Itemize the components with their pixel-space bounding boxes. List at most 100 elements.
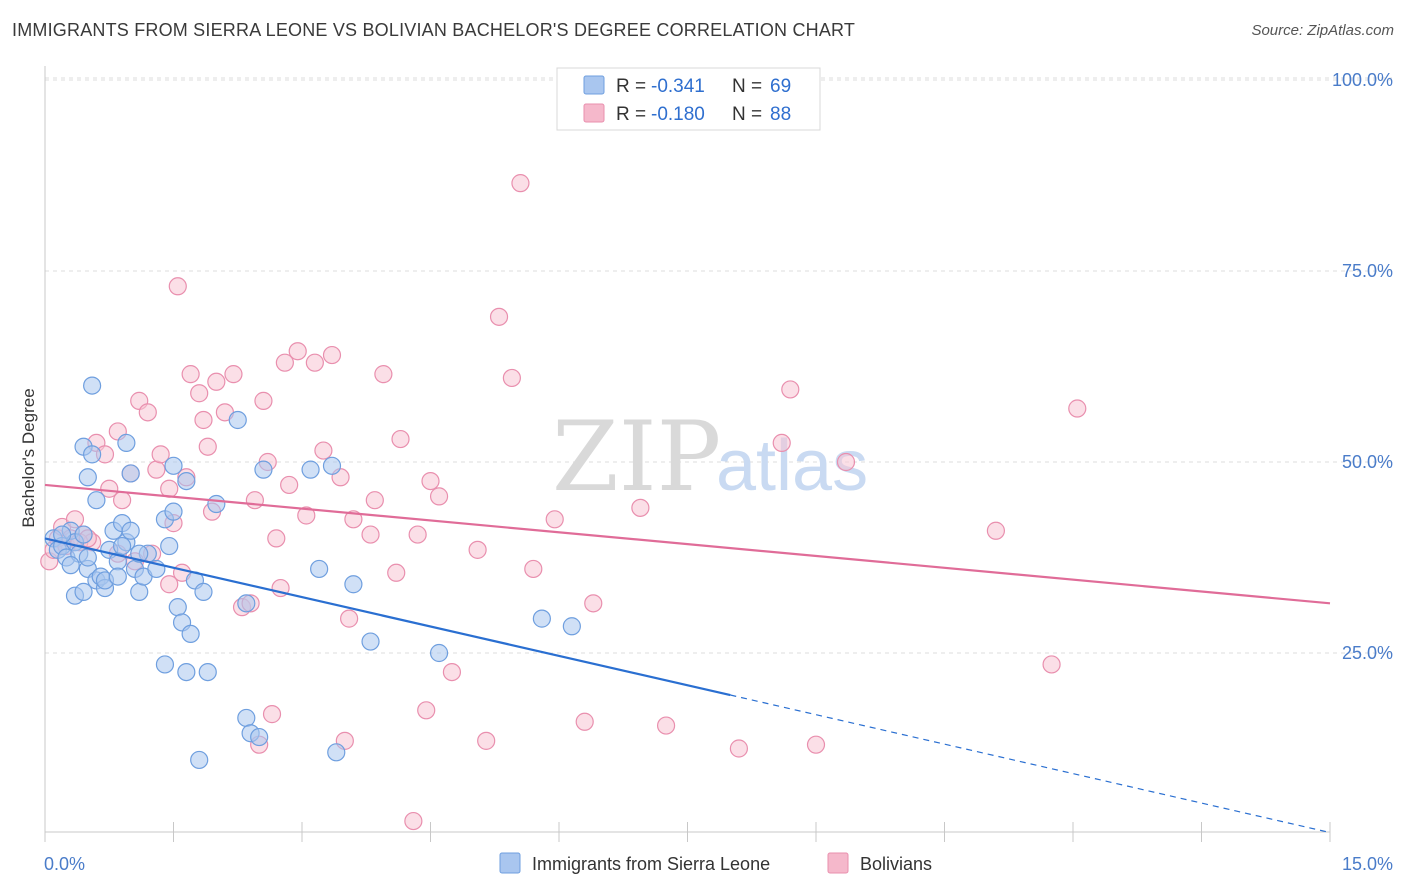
sierra-leone-point — [301, 460, 320, 479]
bolivian-point — [160, 479, 179, 498]
grid-lines — [45, 77, 1392, 654]
sierra-leone-point — [310, 559, 329, 579]
source-credit: Source: ZipAtlas.com — [1251, 22, 1394, 39]
sierra-leone-point — [237, 594, 256, 613]
sierra-leone-point — [322, 456, 342, 475]
sierra-leone-point — [562, 617, 581, 636]
bolivian-point — [781, 380, 800, 399]
bolivian-point — [417, 701, 436, 720]
bolivian-point — [374, 365, 393, 384]
sierra-leone-point — [207, 494, 226, 514]
bolivian-point — [489, 307, 509, 326]
bolivian-point — [254, 391, 273, 410]
bolivian-point — [245, 491, 264, 510]
series-legend: Immigrants from Sierra Leone Bolivians — [499, 852, 932, 874]
legend-label-bolivians: Bolivians — [860, 854, 932, 874]
bolivian-point — [387, 563, 406, 582]
bolivian-point — [288, 342, 307, 361]
axes — [44, 66, 1331, 842]
bolivian-point — [314, 441, 333, 460]
legend-n-value-1: 69 — [770, 76, 791, 97]
sierra-leone-point — [74, 525, 93, 544]
bolivian-point — [772, 433, 791, 452]
sierra-leone-point — [181, 624, 200, 644]
y-tick-label: 100.0% — [1332, 70, 1393, 90]
stats-legend: R = -0.341 N = 69 R = -0.180 N = 88 — [556, 67, 821, 131]
bolivian-point — [836, 452, 856, 472]
sierra-leone-point — [83, 445, 102, 464]
sierra-leone-point — [198, 662, 217, 682]
sierra-leone-point — [130, 582, 149, 601]
series-sierra-leone-points — [44, 376, 581, 770]
x-tick-label: 0.0% — [44, 854, 85, 874]
sierra-leone-point — [83, 376, 102, 395]
x-tick-labels: 0.0% 15.0% — [44, 854, 1393, 874]
sierra-leone-point — [74, 582, 93, 601]
sierra-leone-point — [177, 472, 196, 491]
y-axis-label: Bachelor's Degree — [19, 388, 38, 527]
bolivian-point — [138, 403, 157, 422]
sierra-leone-point — [164, 456, 183, 475]
bolivian-point — [1068, 399, 1087, 418]
bolivian-point — [545, 510, 564, 529]
sierra-leone-point — [254, 460, 273, 479]
bolivian-point — [408, 525, 427, 544]
sierra-leone-point — [327, 743, 346, 762]
bolivian-point — [112, 491, 132, 510]
legend-n-label-1: N = — [732, 76, 762, 97]
watermark-zip: ZIP — [552, 401, 721, 513]
bolivian-point — [468, 540, 487, 559]
legend-n-label-2: N = — [732, 104, 762, 125]
sierra-leone-point — [344, 575, 363, 594]
bolivian-point — [297, 506, 316, 525]
watermark: ZIP atlas — [552, 401, 868, 513]
bolivian-point — [160, 575, 179, 594]
bolivian-point — [729, 739, 749, 758]
bolivian-point — [194, 410, 213, 430]
legend-swatch-immigrants-sierra-leone — [499, 852, 521, 874]
sierra-leone-point — [108, 567, 127, 586]
bolivian-point — [631, 498, 650, 517]
bolivian-point — [147, 460, 166, 479]
y-tick-label: 75.0% — [1342, 261, 1393, 281]
y-tick-label: 25.0% — [1342, 643, 1393, 663]
sierra-leone-point — [117, 433, 136, 452]
bolivian-point — [190, 384, 209, 403]
bolivians-trend-line — [44, 483, 1331, 605]
sierra-leone-point — [78, 468, 97, 487]
y-tick-label: 50.0% — [1342, 452, 1393, 472]
sierra-leone-point — [228, 410, 247, 430]
bolivian-point — [986, 521, 1006, 540]
sierra-leone-point — [155, 655, 175, 674]
sierra-leone-point — [190, 750, 209, 770]
x-tick-label: 15.0% — [1342, 854, 1393, 874]
bolivian-point — [391, 429, 410, 449]
bolivian-point — [267, 529, 286, 548]
legend-n-value-2: 88 — [770, 104, 791, 125]
sierra-leone-point — [112, 536, 132, 556]
bolivian-point — [511, 174, 530, 193]
sierra-leone-point — [87, 491, 106, 510]
legend-r-value-1: -0.341 — [651, 76, 705, 97]
legend-r-label-2: R = — [616, 104, 646, 125]
bolivian-point — [100, 479, 119, 498]
sierra-leone-point — [194, 582, 213, 601]
bolivian-point — [524, 559, 543, 579]
bolivian-point — [224, 365, 243, 384]
bolivian-point — [502, 368, 521, 388]
bolivian-point — [1042, 655, 1061, 674]
bolivian-point — [198, 437, 217, 456]
sierra-leone-point — [78, 548, 97, 567]
legend-r-label-1: R = — [616, 76, 646, 97]
bolivian-point — [305, 353, 324, 372]
bolivian-point — [207, 372, 226, 391]
bolivian-point — [275, 353, 294, 372]
sierra-leone-trend-extension — [730, 694, 1331, 834]
sierra-leone-point — [160, 536, 179, 556]
legend-label-immigrants-sierra-leone: Immigrants from Sierra Leone — [532, 854, 770, 874]
bolivian-point — [404, 811, 423, 831]
bolivian-point — [280, 475, 299, 495]
sierra-leone-point — [237, 708, 256, 728]
sierra-leone-point — [164, 502, 183, 521]
